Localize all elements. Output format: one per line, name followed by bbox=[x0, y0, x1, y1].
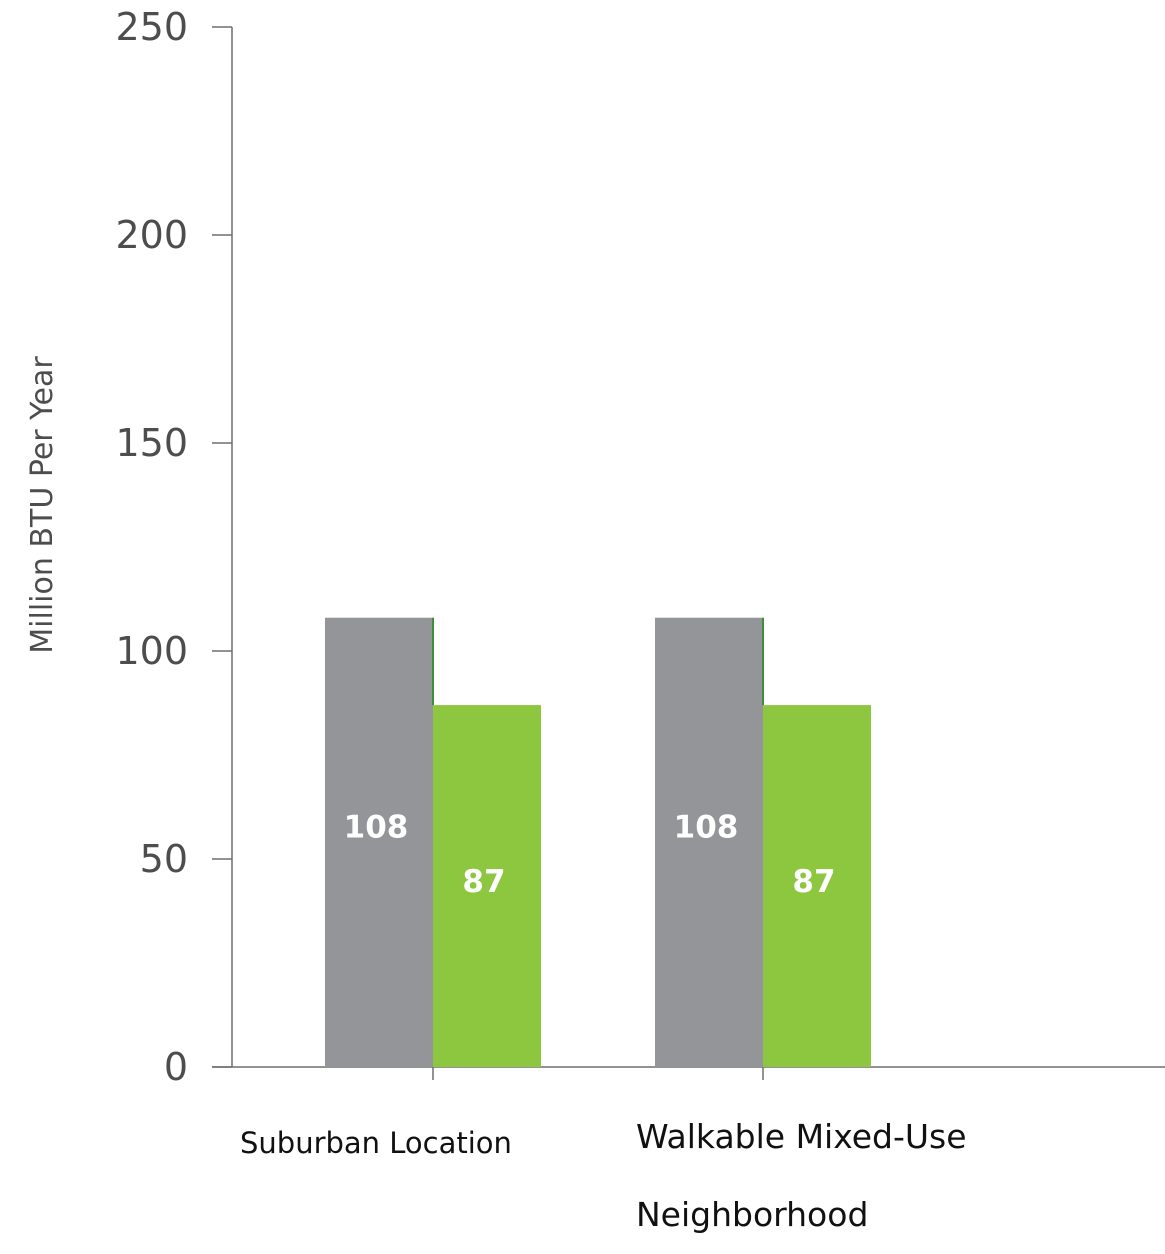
y-tick-label: 150 bbox=[115, 421, 188, 465]
y-axis-title: Million BTU Per Year bbox=[25, 356, 60, 654]
bar-chart-svg: 0 50 100 150 200 250 108 87 108 87 Million BTU P… bbox=[25, 5, 1165, 1089]
bar bbox=[325, 617, 433, 1067]
chart: 0 50 100 150 200 250 108 87 108 87 Million BTU P… bbox=[25, 5, 1165, 1234]
axes: 0 50 100 150 200 250 bbox=[115, 5, 1165, 1089]
bar bbox=[763, 705, 871, 1067]
data-labels: 108 87 108 87 bbox=[344, 810, 836, 900]
y-tick-label: 200 bbox=[115, 213, 188, 257]
bar-value-label: 87 bbox=[462, 864, 505, 900]
y-tick-label: 50 bbox=[140, 837, 188, 881]
y-tick-label: 100 bbox=[115, 629, 188, 673]
y-tick-label: 250 bbox=[115, 5, 188, 49]
x-category-label-walkable: Walkable Mixed-Use Neighborhood bbox=[636, 1117, 967, 1234]
bar-value-label: 108 bbox=[344, 810, 409, 846]
bar bbox=[433, 705, 541, 1067]
y-tick-label: 0 bbox=[164, 1045, 188, 1089]
bars bbox=[325, 617, 871, 1067]
bar-value-label: 87 bbox=[792, 864, 835, 900]
bar-value-label: 108 bbox=[674, 810, 739, 846]
x-category-label-suburban: Suburban Location bbox=[240, 1126, 512, 1160]
bar bbox=[655, 617, 763, 1067]
